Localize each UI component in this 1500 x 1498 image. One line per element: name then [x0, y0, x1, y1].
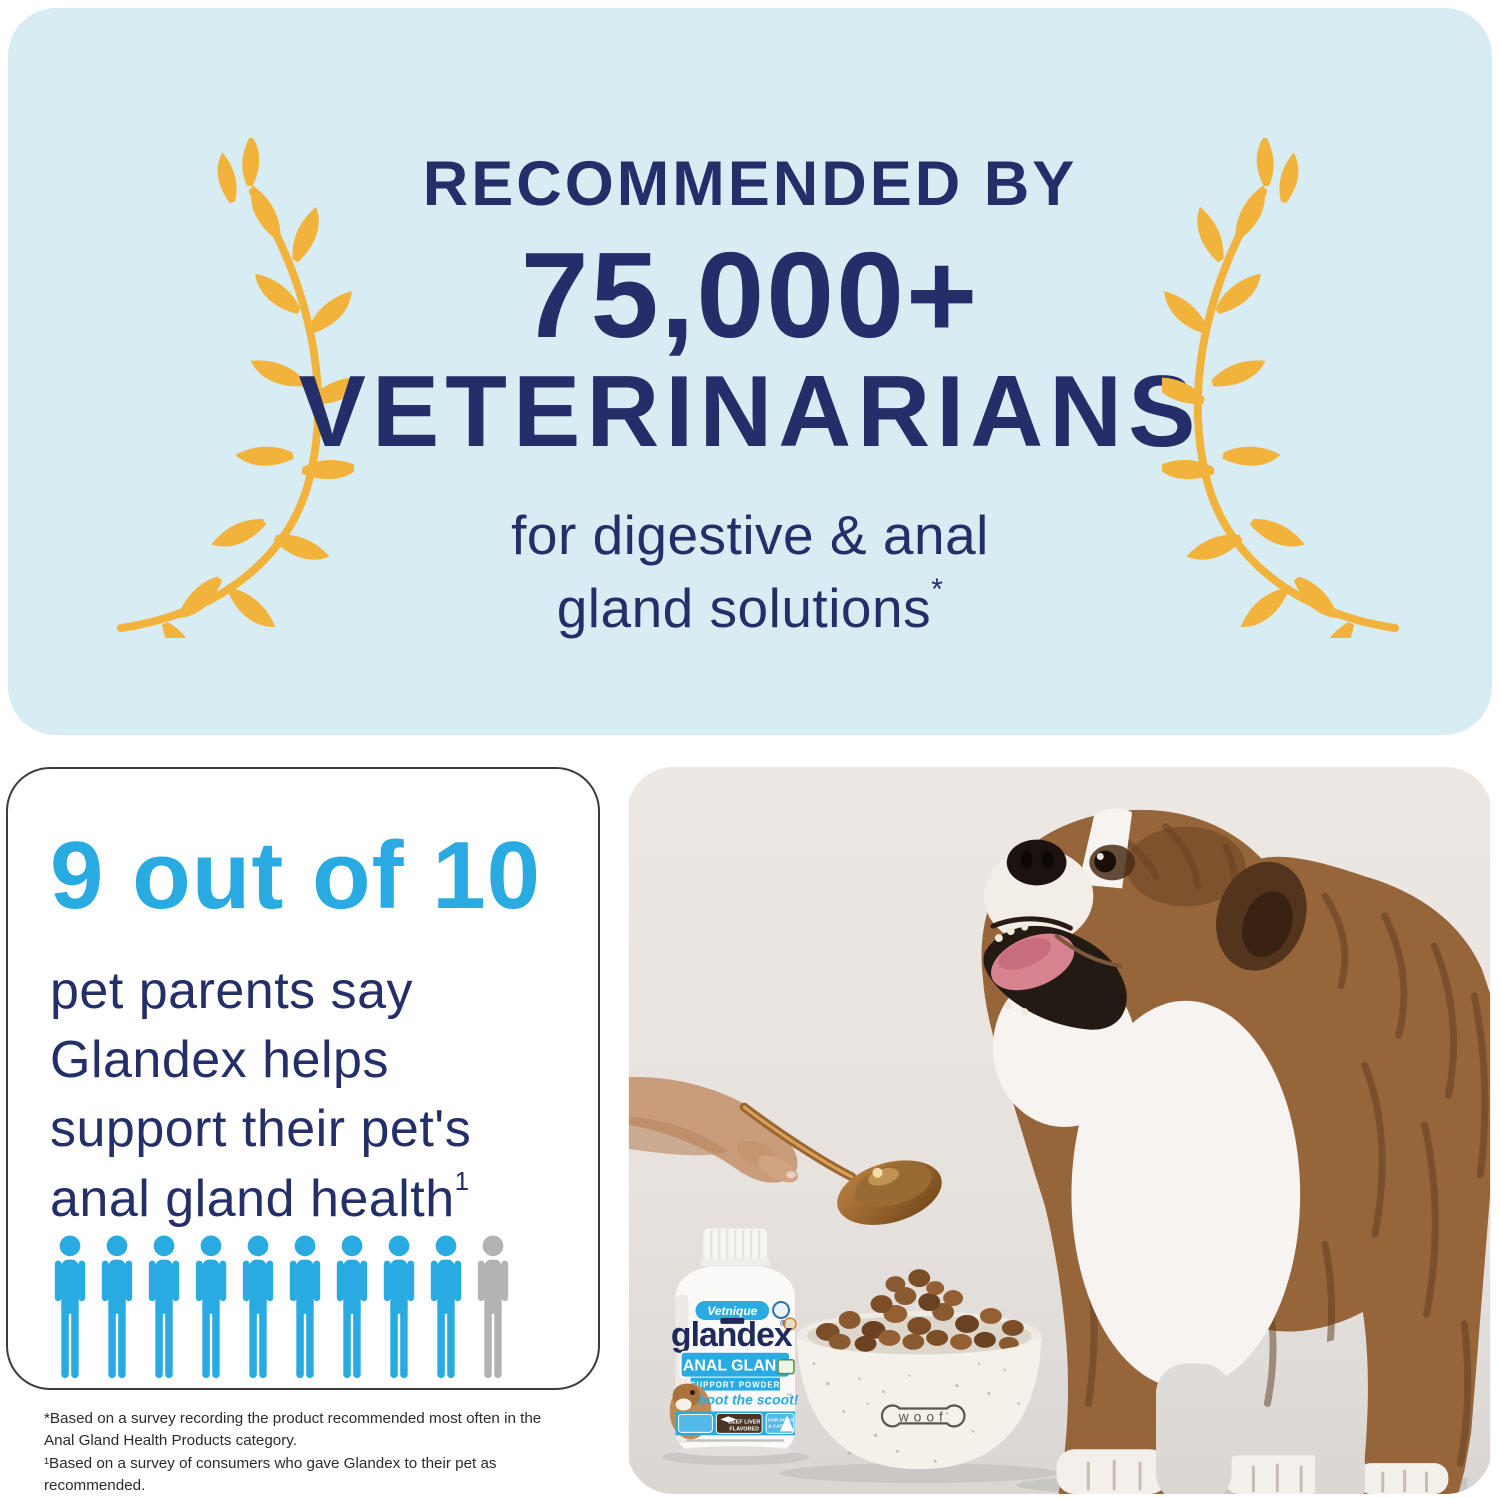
reg-mark: ® — [780, 1319, 786, 1328]
label-seal2-icon — [783, 1317, 797, 1331]
stat-body-line4: anal gland health — [50, 1170, 455, 1229]
footnote-1: *Based on a survey recording the product… — [44, 1410, 542, 1450]
stat-body-line2: Glandex helps — [50, 1031, 389, 1090]
gmp-seal-icon — [777, 1358, 795, 1375]
banner-asterisk: * — [931, 572, 944, 606]
leg-gaps — [1155, 1194, 1491, 1494]
bulldog-illustration — [981, 808, 1491, 1494]
anal-gland-text: ANAL GLAND — [683, 1358, 788, 1375]
stat-body-text: pet parents say Glandex helps support th… — [50, 957, 471, 1235]
dog-chest — [1071, 1000, 1301, 1389]
woof-text: woof — [898, 1408, 948, 1424]
banner-subtitle-line2: gland solutions — [556, 576, 932, 639]
person-icon — [383, 1235, 415, 1379]
banner-text: RECOMMENDED BY 75,000+ VETERINARIANS for… — [8, 8, 1492, 644]
hand-and-spoon-illustration — [628, 1077, 942, 1225]
footnote-2: ¹Based on a survey of consumers who gave… — [44, 1454, 497, 1495]
person-icon — [336, 1235, 368, 1379]
stat-body-line3: support their pet's — [50, 1100, 472, 1159]
left-mini-badge — [678, 1413, 713, 1433]
dog-teeth — [994, 923, 1029, 1016]
dogs-cats-text2: & CATS — [768, 1423, 785, 1429]
banner-subtitle: for digestive & anal gland solutions* — [8, 501, 1492, 644]
footnotes: *Based on a survey recording the product… — [44, 1408, 564, 1497]
bowl-body — [796, 1337, 1042, 1470]
dog-eye — [1089, 844, 1136, 881]
product-photo: Vetnique glandex ® ANAL GLAND SUPPORT PO… — [627, 767, 1492, 1494]
dog-paws — [1056, 1449, 1449, 1494]
support-powder-strip — [690, 1377, 781, 1391]
kibble — [815, 1269, 1024, 1352]
person-icon — [289, 1235, 321, 1379]
dog-nose — [1006, 839, 1067, 886]
person-icon — [430, 1235, 462, 1379]
vet-recommendation-banner: RECOMMENDED BY 75,000+ VETERINARIANS for… — [8, 8, 1492, 735]
photo-illustration: Vetnique glandex ® ANAL GLAND SUPPORT PO… — [628, 767, 1492, 1494]
glandex-bottle-illustration: Vetnique glandex ® ANAL GLAND SUPPORT PO… — [669, 1228, 799, 1457]
stat-body-line1: pet parents say — [50, 962, 414, 1020]
person-icon — [195, 1235, 227, 1379]
bowl-speckles — [812, 1362, 1021, 1463]
dog-ear — [1216, 861, 1307, 971]
stat-card: 9 out of 10 pet parents say Glandex help… — [6, 767, 600, 1390]
person-icon — [477, 1235, 509, 1379]
glandex-wordmark: glandex — [671, 1316, 793, 1354]
laurel-branch-right-icon — [1162, 138, 1400, 638]
beef-liver-text1: BEEF LIVER — [728, 1419, 760, 1425]
banner-line-veterinarians: VETERINARIANS — [298, 356, 1202, 468]
banner-line-recommended-by: RECOMMENDED BY — [422, 149, 1078, 219]
fine-print-line — [686, 1439, 785, 1442]
dogs-cats-text1: FOR DOGS — [768, 1417, 793, 1423]
vetnique-triangle-icon — [780, 1415, 794, 1432]
stat-superscript: 1 — [454, 1166, 470, 1197]
vetnique-brand-text: Vetnique — [707, 1304, 757, 1318]
stat-headline: 9 out of 10 — [50, 822, 542, 929]
bottle-label: Vetnique glandex ® ANAL GLAND SUPPORT PO… — [669, 1301, 799, 1442]
person-icon — [101, 1235, 133, 1379]
laurel-branch-left-icon — [116, 138, 354, 638]
support-powder-text: SUPPORT POWDER — [690, 1381, 780, 1390]
people-row — [48, 1235, 515, 1383]
cow-icon — [720, 1416, 737, 1423]
banner-subtitle-line1: for digestive & anal — [511, 504, 989, 566]
dog-bowl-illustration: woof — [796, 1269, 1042, 1470]
person-icon — [54, 1235, 86, 1379]
tm-mark: ™ — [786, 1393, 792, 1400]
banner-line-count: 75,000+ — [520, 227, 980, 363]
beef-liver-text2: FLAVORED — [729, 1426, 759, 1432]
vetnique-badge — [695, 1301, 770, 1320]
person-icon — [242, 1235, 274, 1379]
person-icon — [148, 1235, 180, 1379]
woof-bone: woof — [880, 1404, 966, 1428]
label-seal-icon — [772, 1301, 790, 1319]
tagline-text: boot the scoot! — [698, 1391, 799, 1407]
